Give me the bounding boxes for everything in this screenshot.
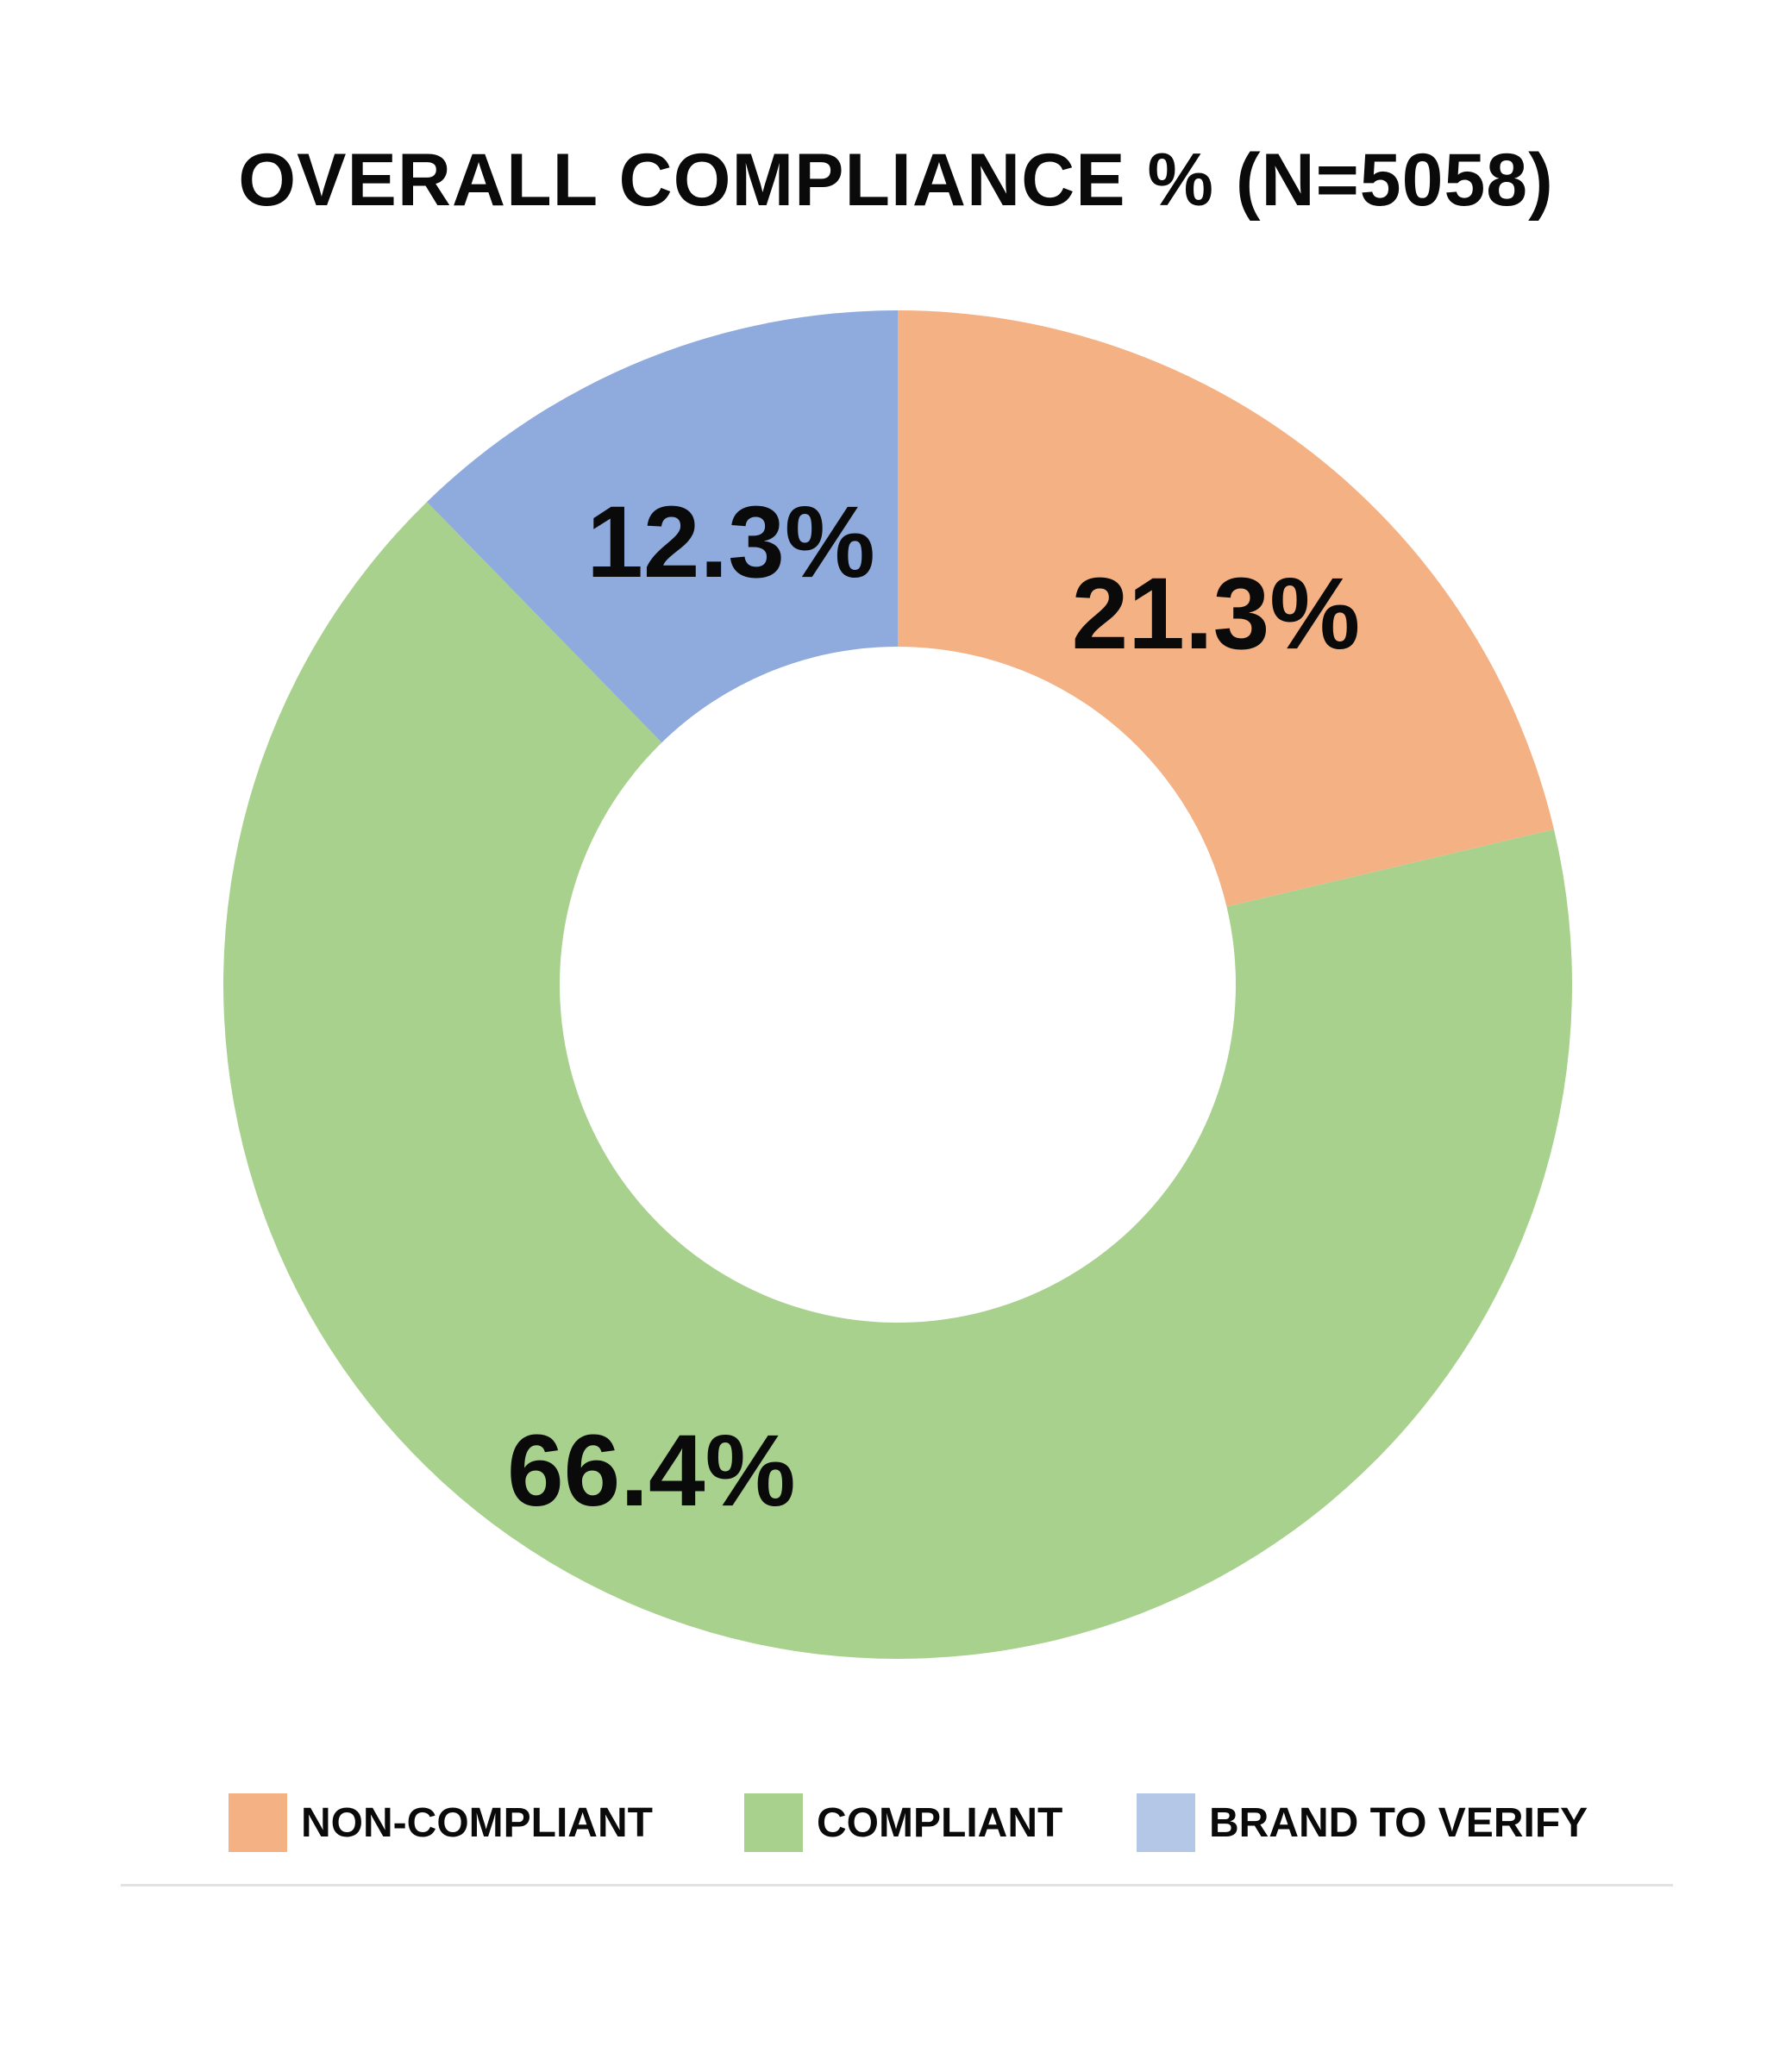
legend-item-non-compliant: NON-COMPLIANT <box>229 1793 653 1852</box>
slice-brand-to-verify <box>427 310 898 743</box>
legend-label-non-compliant: NON-COMPLIANT <box>301 1799 653 1846</box>
slice-label-compliant: 66.4% <box>507 1414 796 1528</box>
slice-label-non-compliant: 21.3% <box>1072 557 1361 671</box>
slice-non-compliant <box>898 310 1554 907</box>
donut-chart-svg: 21.3% 66.4% 12.3% <box>223 310 1573 1659</box>
slice-compliant <box>223 502 1573 1659</box>
legend-item-compliant: COMPLIANT <box>744 1793 1062 1852</box>
legend-swatch-non-compliant <box>229 1793 287 1852</box>
legend-label-brand-to-verify: BRAND TO VERIFY <box>1209 1799 1588 1846</box>
legend-item-brand-to-verify: BRAND TO VERIFY <box>1137 1793 1588 1852</box>
legend-label-compliant: COMPLIANT <box>817 1799 1063 1846</box>
chart-title: OVERALL COMPLIANCE % (N=5058) <box>238 139 1554 222</box>
slice-label-brand-to-verify: 12.3% <box>586 485 875 599</box>
chart-legend: NON-COMPLIANT COMPLIANT BRAND TO VERIFY <box>0 1793 1792 1862</box>
legend-swatch-brand-to-verify <box>1137 1793 1195 1852</box>
bottom-divider <box>121 1884 1673 1886</box>
legend-swatch-compliant <box>744 1793 803 1852</box>
